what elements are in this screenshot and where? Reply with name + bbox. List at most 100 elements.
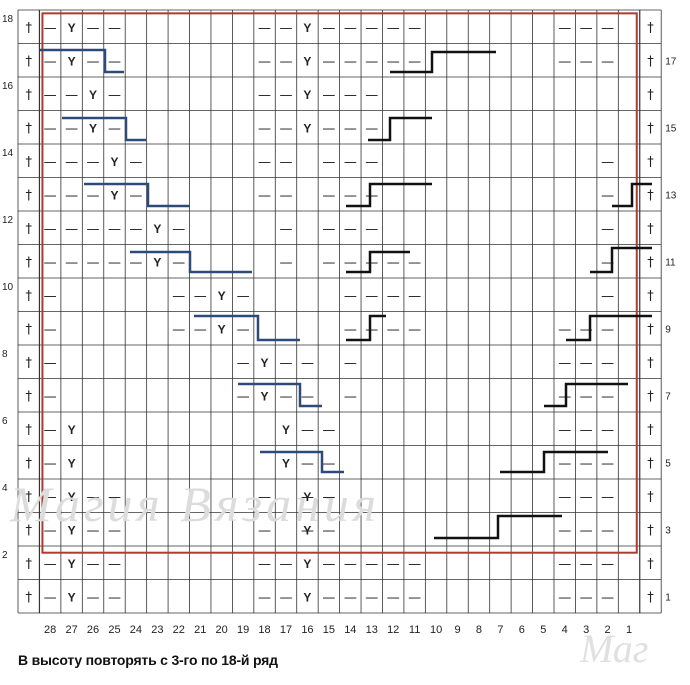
column-label: 26 [87, 624, 99, 636]
yarn-over-symbol: Y [153, 255, 161, 269]
purl-symbol: — [44, 456, 57, 471]
purl-symbol: — [344, 121, 357, 136]
cross-symbol: † [647, 456, 654, 471]
purl-symbol: — [322, 523, 335, 538]
column-label: 25 [108, 624, 120, 636]
purl-symbol: — [87, 490, 100, 505]
blue-step-line [194, 314, 300, 342]
purl-symbol: — [601, 389, 614, 404]
purl-symbol: — [44, 423, 57, 438]
column-label: 17 [280, 624, 292, 636]
cross-symbol: † [647, 557, 654, 572]
row-label-left: 2 [2, 550, 8, 561]
cross-symbol: † [25, 590, 32, 605]
yarn-over-symbol: Y [303, 88, 311, 102]
purl-symbol: — [194, 289, 207, 304]
purl-symbol: — [601, 590, 614, 605]
purl-symbol: — [580, 557, 593, 572]
purl-symbol: — [344, 356, 357, 371]
cross-symbol: † [647, 322, 654, 337]
black-step-line [544, 382, 628, 408]
purl-symbol: — [344, 389, 357, 404]
yarn-over-symbol: Y [68, 456, 76, 470]
purl-symbol: — [558, 389, 571, 404]
purl-symbol: — [322, 456, 335, 471]
yarn-over-symbol: Y [110, 188, 118, 202]
purl-symbol: — [258, 188, 271, 203]
purl-symbol: — [601, 557, 614, 572]
purl-symbol: — [258, 21, 271, 36]
cross-symbol: † [647, 255, 654, 270]
purl-symbol: — [365, 255, 378, 270]
purl-symbol: — [65, 255, 78, 270]
cross-symbol: † [25, 222, 32, 237]
cross-symbol: † [25, 255, 32, 270]
cross-symbol: † [25, 523, 32, 538]
purl-symbol: — [322, 121, 335, 136]
cross-symbol: † [647, 356, 654, 371]
purl-symbol: — [87, 54, 100, 69]
purl-symbol: — [601, 322, 614, 337]
cross-symbol: † [25, 557, 32, 572]
purl-symbol: — [344, 255, 357, 270]
purl-symbol: — [44, 322, 57, 337]
cross-symbol: † [647, 523, 654, 538]
cross-symbol: † [647, 121, 654, 136]
purl-symbol: — [365, 155, 378, 170]
purl-symbol: — [601, 289, 614, 304]
column-label: 1 [626, 624, 632, 636]
row-label-right: 9 [665, 324, 671, 335]
purl-symbol: — [108, 21, 121, 36]
black-step-line [346, 182, 432, 208]
row-label-left: 16 [2, 81, 14, 92]
blue-step-line [238, 382, 322, 408]
row-label-left: 6 [2, 416, 8, 427]
purl-symbol: — [580, 456, 593, 471]
row-label-right: 1 [665, 592, 671, 603]
purl-symbol: — [322, 255, 335, 270]
yarn-over-symbol: Y [218, 322, 226, 336]
purl-symbol: — [322, 54, 335, 69]
purl-symbol: — [44, 54, 57, 69]
purl-symbol: — [408, 322, 421, 337]
purl-symbol: — [558, 322, 571, 337]
purl-symbol: — [108, 222, 121, 237]
column-label: 8 [476, 624, 482, 636]
purl-symbol: — [601, 423, 614, 438]
yarn-over-symbol: Y [303, 21, 311, 35]
row-label-left: 14 [2, 148, 14, 159]
black-step-line [566, 314, 652, 342]
black-step-line [500, 450, 608, 474]
cross-symbol: † [647, 590, 654, 605]
column-label: 6 [519, 624, 525, 636]
purl-symbol: — [258, 155, 271, 170]
purl-symbol: — [237, 356, 250, 371]
purl-symbol: — [44, 557, 57, 572]
yarn-over-symbol: Y [68, 54, 76, 68]
purl-symbol: — [258, 590, 271, 605]
column-label: 15 [323, 624, 335, 636]
purl-symbol: — [108, 523, 121, 538]
black-step-line [368, 116, 432, 142]
row-label-right: 17 [665, 56, 677, 67]
row-label-left: 12 [2, 215, 14, 226]
cross-symbol: † [647, 289, 654, 304]
purl-symbol: — [280, 155, 293, 170]
purl-symbol: — [344, 289, 357, 304]
purl-symbol: — [387, 54, 400, 69]
purl-symbol: — [108, 557, 121, 572]
cross-symbol: † [647, 389, 654, 404]
purl-symbol: — [44, 590, 57, 605]
cross-symbol: † [25, 456, 32, 471]
column-label: 4 [562, 624, 568, 636]
purl-symbol: — [280, 222, 293, 237]
purl-symbol: — [365, 322, 378, 337]
purl-symbol: — [129, 188, 142, 203]
purl-symbol: — [44, 523, 57, 538]
purl-symbol: — [258, 121, 271, 136]
yarn-over-symbol: Y [282, 456, 290, 470]
purl-symbol: — [172, 222, 185, 237]
purl-symbol: — [44, 121, 57, 136]
purl-symbol: — [108, 54, 121, 69]
